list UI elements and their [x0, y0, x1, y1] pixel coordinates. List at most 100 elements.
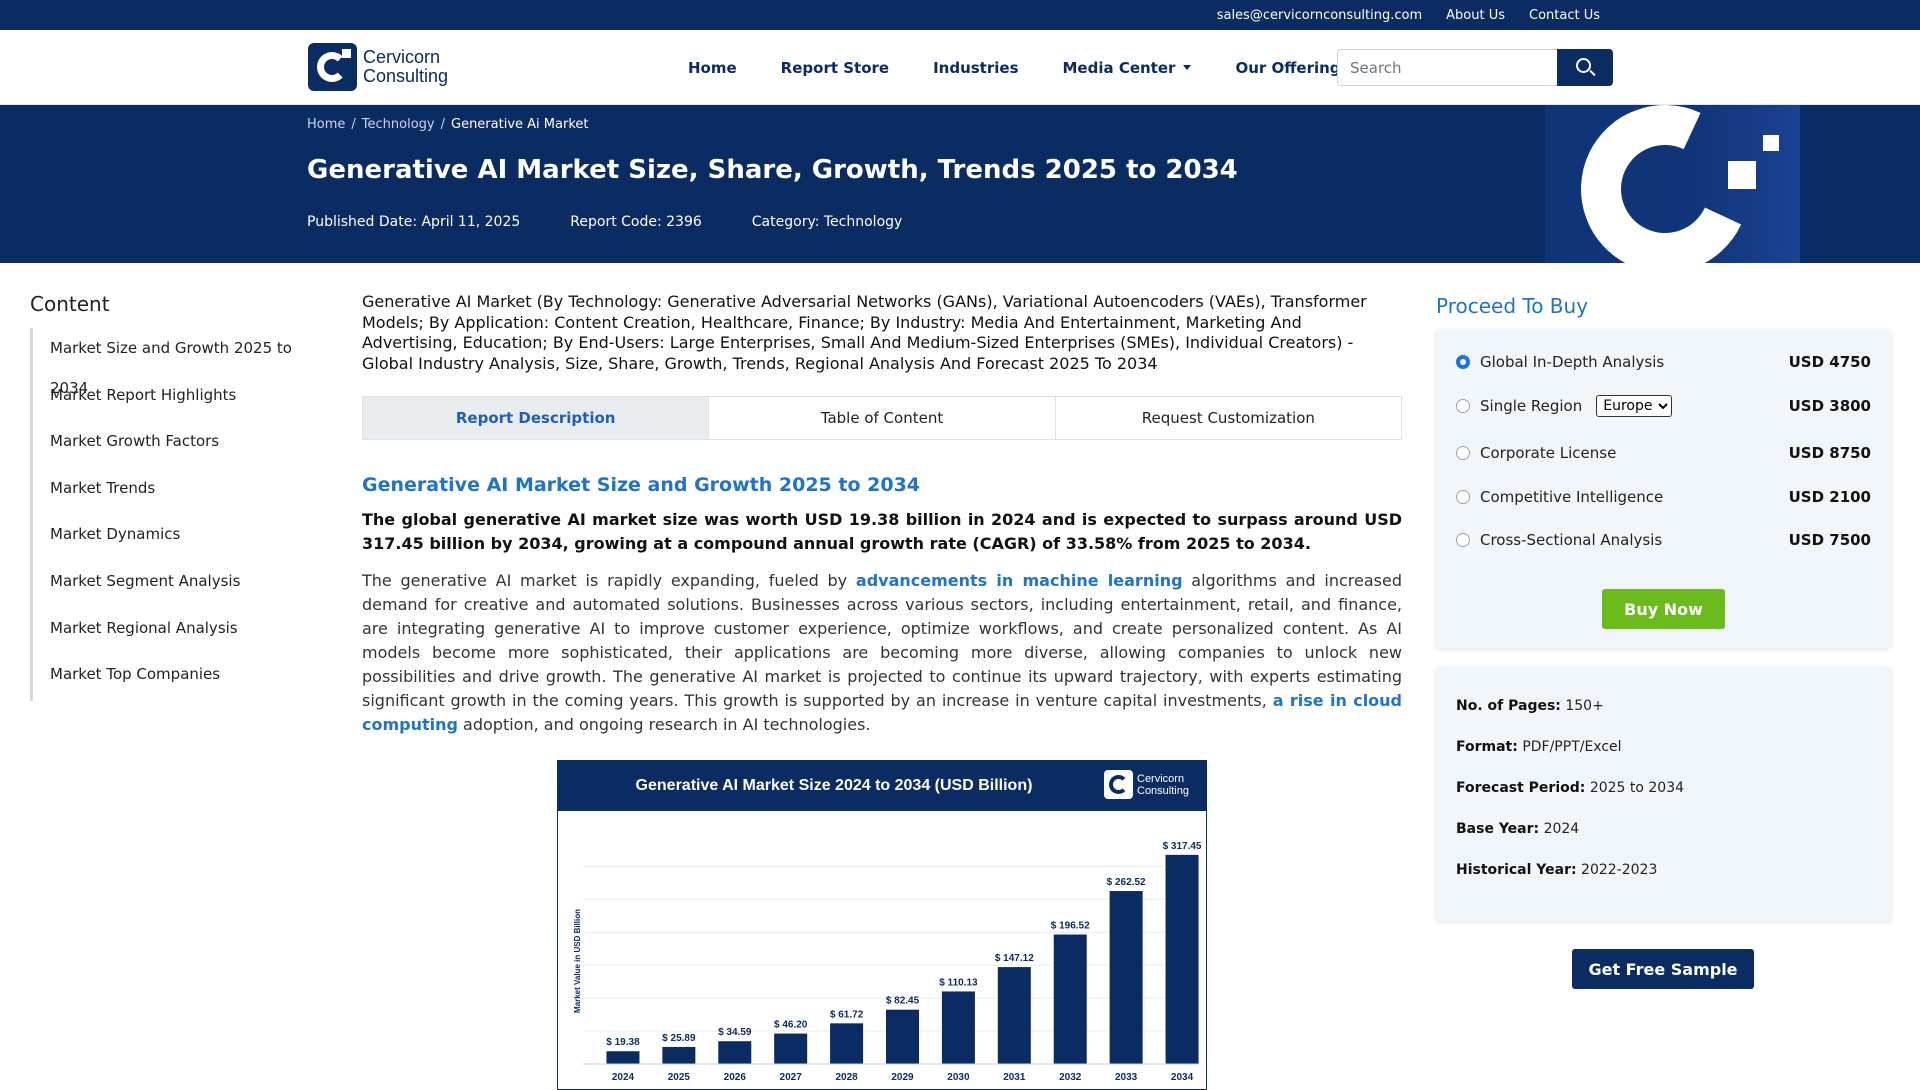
main-nav: Home Report Store Industries Media Cente…	[688, 30, 1366, 105]
lead-paragraph: The global generative AI market size was…	[362, 510, 1402, 553]
report-description-heading: Generative AI Market (By Technology: Gen…	[362, 292, 1367, 373]
breadcrumb-technology[interactable]: Technology	[361, 117, 435, 132]
content-title: Content	[30, 292, 110, 316]
x-tick-label: 2032	[1059, 1072, 1082, 1083]
report-code: Report Code: 2396	[570, 214, 702, 230]
option-price: USD 3800	[1788, 397, 1871, 415]
nav-home[interactable]: Home	[688, 59, 737, 77]
logo-line-2: Consulting	[363, 66, 449, 86]
bar-value-label: $ 25.89	[662, 1033, 696, 1044]
section-title: Generative AI Market Size and Growth 202…	[362, 474, 921, 496]
published-date: Published Date: April 11, 2025	[307, 214, 521, 230]
content-item-segment[interactable]: Market Segment Analysis	[50, 571, 241, 590]
chart-logo-text: Cervicorn Consulting	[1137, 773, 1189, 797]
breadcrumb-separator: /	[440, 117, 445, 132]
radio-icon[interactable]	[1456, 533, 1470, 547]
bar-value-label: $ 110.13	[939, 977, 978, 988]
breadcrumb-separator: /	[351, 117, 356, 132]
content-item-size-growth[interactable]: Market Size and Growth 2025 to 2034	[50, 339, 292, 397]
info-pages: No. of Pages: 150+	[1456, 698, 1604, 714]
nav-media-center-label: Media Center	[1062, 58, 1176, 77]
machine-learning-link[interactable]: advancements in machine learning	[855, 571, 1183, 590]
info-format: Format: PDF/PPT/Excel	[1456, 739, 1622, 755]
nav-industries[interactable]: Industries	[933, 59, 1018, 77]
contact-link[interactable]: Contact Us	[1529, 7, 1600, 23]
report-meta: Published Date: April 11, 2025 Report Co…	[307, 214, 902, 230]
content-item-regional[interactable]: Market Regional Analysis	[50, 618, 238, 637]
content-item-growth-factors[interactable]: Market Growth Factors	[50, 432, 220, 451]
bar-value-label: $ 196.52	[1051, 921, 1090, 932]
option-price: USD 8750	[1788, 444, 1871, 462]
radio-icon[interactable]	[1456, 446, 1470, 460]
option-competitive-intelligence[interactable]: Competitive Intelligence USD 2100	[1456, 485, 1871, 509]
x-tick-label: 2026	[724, 1072, 747, 1083]
x-tick-label: 2030	[947, 1072, 970, 1083]
radio-icon[interactable]	[1456, 490, 1470, 504]
search-button[interactable]	[1557, 49, 1613, 86]
chart-bar	[1109, 891, 1143, 1064]
logo-line-1: Cervicorn	[363, 47, 441, 67]
report-tabs: Report Description Table of Content Requ…	[362, 396, 1402, 440]
option-label: Competitive Intelligence	[1480, 488, 1664, 506]
x-tick-label: 2028	[835, 1072, 858, 1083]
bar-value-label: $ 147.12	[995, 953, 1034, 964]
option-single-region[interactable]: Single Region Europe USD 3800	[1456, 394, 1871, 418]
option-corporate-license[interactable]: Corporate License USD 8750	[1456, 441, 1871, 465]
info-hist-value: 2022-2023	[1581, 862, 1658, 878]
cloud-computing-link[interactable]: a rise in cloud computing	[362, 691, 1403, 734]
nav-industries-label: Industries	[933, 58, 1019, 77]
get-free-sample-button[interactable]: Get Free Sample	[1572, 949, 1754, 989]
tab-table-of-content[interactable]: Table of Content	[709, 397, 1056, 439]
info-format-label: Format:	[1456, 739, 1518, 755]
chart-title: Generative AI Market Size 2024 to 2034 (…	[635, 777, 1033, 794]
content-item-trends[interactable]: Market Trends	[50, 478, 156, 497]
chart-logo: Cervicorn Consulting	[1104, 770, 1189, 799]
radio-icon[interactable]	[1456, 399, 1470, 413]
chart-logo-icon	[1104, 770, 1133, 799]
chart-bar	[830, 1023, 864, 1064]
content-item-highlights[interactable]: Market Report Highlights	[50, 385, 237, 404]
nav-our-offerings-label: Our Offerings	[1235, 58, 1350, 77]
buy-now-button[interactable]: Buy Now	[1602, 589, 1725, 629]
chart-bar	[774, 1033, 808, 1064]
option-cross-sectional[interactable]: Cross-Sectional Analysis USD 7500	[1456, 528, 1871, 552]
proceed-to-buy-title: Proceed To Buy	[1436, 294, 1589, 318]
search-bar	[1337, 49, 1613, 86]
option-label: Cross-Sectional Analysis	[1480, 531, 1663, 549]
chart-bar	[718, 1041, 752, 1064]
option-price: USD 7500	[1788, 531, 1871, 549]
bar-value-label: $ 61.72	[830, 1009, 864, 1020]
x-tick-label: 2034	[1171, 1072, 1194, 1083]
breadcrumb-home[interactable]: Home	[307, 117, 346, 132]
info-pages-label: No. of Pages:	[1456, 698, 1561, 714]
radio-selected-icon[interactable]	[1456, 355, 1470, 369]
content-item-top-companies[interactable]: Market Top Companies	[50, 665, 221, 684]
nav-media-center[interactable]: Media Center	[1063, 59, 1192, 77]
option-label: Single Region	[1480, 397, 1583, 415]
option-global-in-depth[interactable]: Global In-Depth Analysis USD 4750	[1456, 350, 1871, 374]
nav-report-store-label: Report Store	[780, 58, 890, 77]
bar-value-label: $ 19.38	[606, 1037, 640, 1048]
option-price: USD 4750	[1788, 353, 1871, 371]
chart-bar	[606, 1051, 640, 1064]
info-base-value: 2024	[1543, 821, 1580, 837]
chart-logo-line-1: Cervicorn	[1137, 772, 1185, 785]
logo-text: Cervicorn Consulting	[363, 48, 448, 86]
tab-report-description[interactable]: Report Description	[363, 397, 710, 439]
top-links: sales@cervicornconsulting.com About Us C…	[1217, 0, 1600, 30]
nav-report-store[interactable]: Report Store	[781, 59, 889, 77]
info-base-year: Base Year: 2024	[1456, 821, 1579, 837]
body-text-2: algorithms and increased demand for crea…	[362, 571, 1403, 710]
search-input[interactable]	[1337, 49, 1557, 86]
logo-icon	[308, 43, 357, 91]
chart-plot: Market Value in USD Billion $ 19.38 2024 $ …	[573, 841, 1202, 1083]
tab-request-customization[interactable]: Request Customization	[1141, 409, 1315, 427]
logo[interactable]: Cervicorn Consulting	[308, 43, 448, 91]
region-select[interactable]: Europe	[1596, 395, 1673, 417]
info-forecast-value: 2025 to 2034	[1589, 780, 1685, 796]
email-link[interactable]: sales@cervicornconsulting.com	[1216, 7, 1423, 23]
about-link[interactable]: About Us	[1446, 7, 1505, 23]
content-item-dynamics[interactable]: Market Dynamics	[50, 525, 181, 544]
body-text-3: adoption, and ongoing research in AI tec…	[457, 715, 871, 734]
banner-logo-art	[1545, 105, 1800, 263]
